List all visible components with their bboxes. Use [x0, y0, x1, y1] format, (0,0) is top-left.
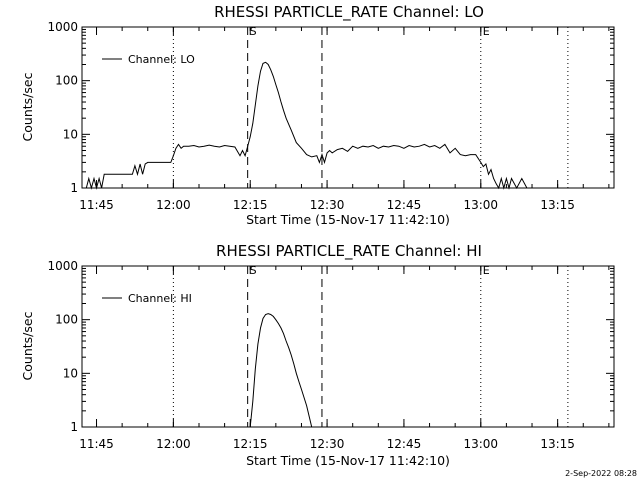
x-axis-label: Start Time (15-Nov-17 11:42:10)	[246, 212, 450, 227]
x-tick-label: 13:00	[463, 198, 498, 212]
x-tick-label: 12:00	[156, 437, 191, 451]
y-axis-label: Counts/sec	[20, 72, 35, 141]
legend-label: Channel: HI	[128, 292, 192, 305]
chart-title: RHESSI PARTICLE_RATE Channel: HI	[216, 242, 482, 261]
legend-label: Channel: LO	[128, 53, 195, 66]
y-tick-label: 1	[70, 181, 78, 195]
y-tick-label: 10	[63, 366, 78, 380]
footer-date: 2-Sep-2022 08:28	[565, 469, 637, 478]
x-tick-label: 12:00	[156, 198, 191, 212]
legend: Channel: HI	[102, 292, 192, 305]
x-tick-label: 12:15	[233, 198, 268, 212]
marker-label: E	[483, 264, 490, 277]
series-line-lo	[85, 61, 532, 190]
marker-label: S	[250, 25, 257, 38]
x-tick-label: 12:30	[310, 437, 345, 451]
y-tick-label: 100	[55, 313, 78, 327]
x-tick-label: 11:45	[79, 437, 114, 451]
y-axis-ticks: 1 10 100 1000	[47, 259, 614, 434]
y-tick-label: 10	[63, 127, 78, 141]
plot-frame	[81, 265, 615, 428]
y-tick-label: 1000	[47, 20, 78, 34]
x-tick-label: 13:15	[540, 437, 575, 451]
y-tick-label: 1	[70, 420, 78, 434]
series-line-hi	[249, 313, 313, 428]
y-tick-label: 1000	[47, 259, 78, 273]
y-tick-label: 100	[55, 74, 78, 88]
x-axis-ticks: 11:45 12:00 12:15 12:30 12:45 13:00 13:15	[79, 27, 610, 212]
y-axis-ticks: 1 10 100 1000	[47, 20, 614, 195]
y-axis-label: Counts/sec	[20, 311, 35, 380]
chart-title: RHESSI PARTICLE_RATE Channel: LO	[214, 3, 484, 22]
x-tick-label: 11:45	[79, 198, 114, 212]
x-tick-label: 12:45	[387, 437, 422, 451]
legend: Channel: LO	[102, 53, 195, 66]
x-axis-ticks: 11:45 12:00 12:15 12:30 12:45 13:00 13:15	[79, 266, 610, 451]
x-tick-label: 12:30	[310, 198, 345, 212]
marker-label: S	[250, 264, 257, 277]
marker-label: E	[483, 25, 490, 38]
x-tick-label: 13:00	[463, 437, 498, 451]
x-axis-label: Start Time (15-Nov-17 11:42:10)	[246, 453, 450, 468]
x-tick-label: 13:15	[540, 198, 575, 212]
x-tick-label: 12:45	[387, 198, 422, 212]
plot-frame	[81, 26, 615, 189]
x-tick-label: 12:15	[233, 437, 268, 451]
